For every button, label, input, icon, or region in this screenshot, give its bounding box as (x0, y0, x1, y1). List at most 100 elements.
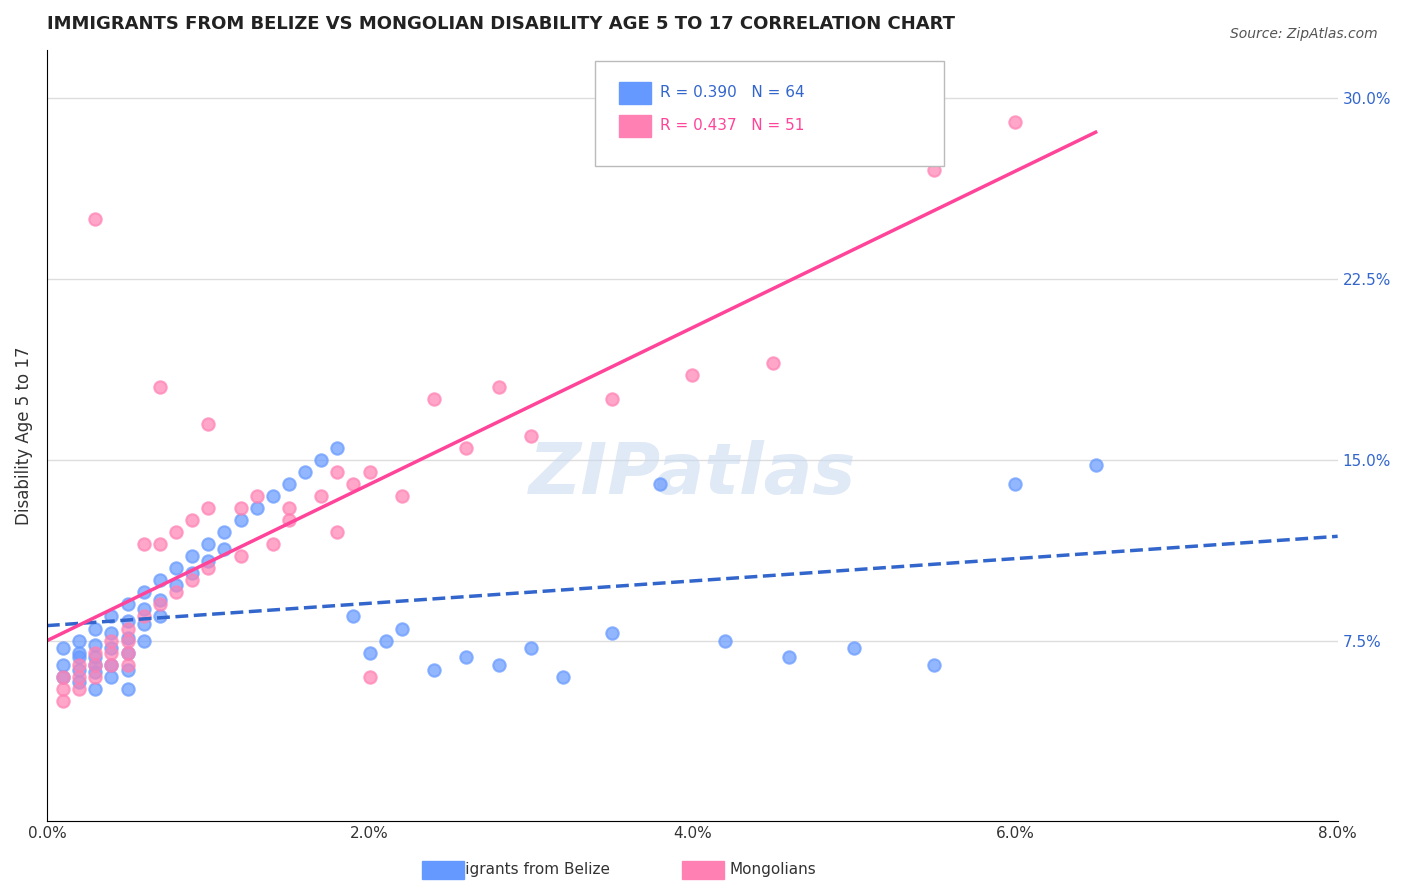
Mongolians (229, 500, 252, 515)
Immigrants from Belize (713, 633, 735, 648)
Mongolians (197, 561, 219, 575)
FancyBboxPatch shape (619, 115, 651, 137)
Text: R = 0.437   N = 51: R = 0.437 N = 51 (659, 118, 804, 133)
Mongolians (67, 657, 90, 672)
Immigrants from Belize (67, 633, 90, 648)
Immigrants from Belize (67, 663, 90, 677)
Mongolians (67, 681, 90, 696)
Mongolians (922, 163, 945, 178)
Immigrants from Belize (246, 500, 269, 515)
Immigrants from Belize (214, 541, 236, 556)
Mongolians (84, 211, 107, 226)
Immigrants from Belize (374, 633, 396, 648)
Immigrants from Belize (600, 626, 623, 640)
Immigrants from Belize (309, 452, 332, 467)
Mongolians (309, 489, 332, 503)
Mongolians (149, 598, 172, 612)
Mongolians (391, 489, 413, 503)
Mongolians (132, 537, 155, 551)
Immigrants from Belize (100, 626, 122, 640)
Mongolians (520, 428, 543, 442)
Immigrants from Belize (520, 640, 543, 655)
Immigrants from Belize (342, 609, 364, 624)
Immigrants from Belize (391, 622, 413, 636)
Immigrants from Belize (181, 549, 204, 564)
Immigrants from Belize (359, 646, 381, 660)
Mongolians (681, 368, 703, 383)
Immigrants from Belize (100, 670, 122, 684)
Immigrants from Belize (149, 609, 172, 624)
Mongolians (277, 500, 299, 515)
Text: R = 0.390   N = 64: R = 0.390 N = 64 (659, 85, 804, 100)
Mongolians (117, 646, 139, 660)
Immigrants from Belize (922, 657, 945, 672)
Immigrants from Belize (117, 598, 139, 612)
Immigrants from Belize (1004, 476, 1026, 491)
FancyBboxPatch shape (596, 62, 943, 166)
Mongolians (52, 694, 75, 708)
Mongolians (117, 633, 139, 648)
Immigrants from Belize (326, 441, 349, 455)
Immigrants from Belize (84, 681, 107, 696)
Mongolians (165, 585, 187, 599)
Immigrants from Belize (277, 476, 299, 491)
Text: Source: ZipAtlas.com: Source: ZipAtlas.com (1230, 27, 1378, 41)
Text: Immigrants from Belize: Immigrants from Belize (430, 863, 610, 877)
Immigrants from Belize (456, 650, 478, 665)
Mongolians (132, 609, 155, 624)
Mongolians (117, 622, 139, 636)
Mongolians (84, 670, 107, 684)
Immigrants from Belize (100, 609, 122, 624)
Immigrants from Belize (117, 681, 139, 696)
Immigrants from Belize (648, 476, 671, 491)
Mongolians (359, 670, 381, 684)
Mongolians (197, 500, 219, 515)
Immigrants from Belize (84, 650, 107, 665)
Mongolians (100, 646, 122, 660)
Immigrants from Belize (181, 566, 204, 580)
Immigrants from Belize (132, 585, 155, 599)
Immigrants from Belize (132, 602, 155, 616)
Mongolians (84, 646, 107, 660)
Mongolians (246, 489, 269, 503)
Immigrants from Belize (488, 657, 510, 672)
Immigrants from Belize (423, 663, 446, 677)
Immigrants from Belize (165, 561, 187, 575)
Immigrants from Belize (100, 640, 122, 655)
Mongolians (277, 513, 299, 527)
Mongolians (600, 392, 623, 407)
Immigrants from Belize (67, 674, 90, 689)
Immigrants from Belize (52, 657, 75, 672)
Immigrants from Belize (214, 525, 236, 540)
Immigrants from Belize (842, 640, 865, 655)
Mongolians (100, 633, 122, 648)
Text: Mongolians: Mongolians (730, 863, 817, 877)
Text: IMMIGRANTS FROM BELIZE VS MONGOLIAN DISABILITY AGE 5 TO 17 CORRELATION CHART: IMMIGRANTS FROM BELIZE VS MONGOLIAN DISA… (46, 15, 955, 33)
Mongolians (165, 525, 187, 540)
Immigrants from Belize (52, 670, 75, 684)
Immigrants from Belize (262, 489, 284, 503)
Immigrants from Belize (132, 633, 155, 648)
Mongolians (326, 465, 349, 479)
Mongolians (342, 476, 364, 491)
Immigrants from Belize (197, 554, 219, 568)
Mongolians (149, 537, 172, 551)
Mongolians (1004, 115, 1026, 129)
Mongolians (52, 670, 75, 684)
Immigrants from Belize (100, 657, 122, 672)
Mongolians (262, 537, 284, 551)
Mongolians (84, 657, 107, 672)
Mongolians (762, 356, 785, 370)
Mongolians (456, 441, 478, 455)
Mongolians (181, 513, 204, 527)
Immigrants from Belize (67, 646, 90, 660)
Immigrants from Belize (132, 616, 155, 631)
Immigrants from Belize (117, 631, 139, 645)
Mongolians (52, 681, 75, 696)
Mongolians (181, 574, 204, 588)
Immigrants from Belize (294, 465, 316, 479)
Mongolians (100, 657, 122, 672)
Immigrants from Belize (84, 622, 107, 636)
Immigrants from Belize (229, 513, 252, 527)
Mongolians (117, 657, 139, 672)
